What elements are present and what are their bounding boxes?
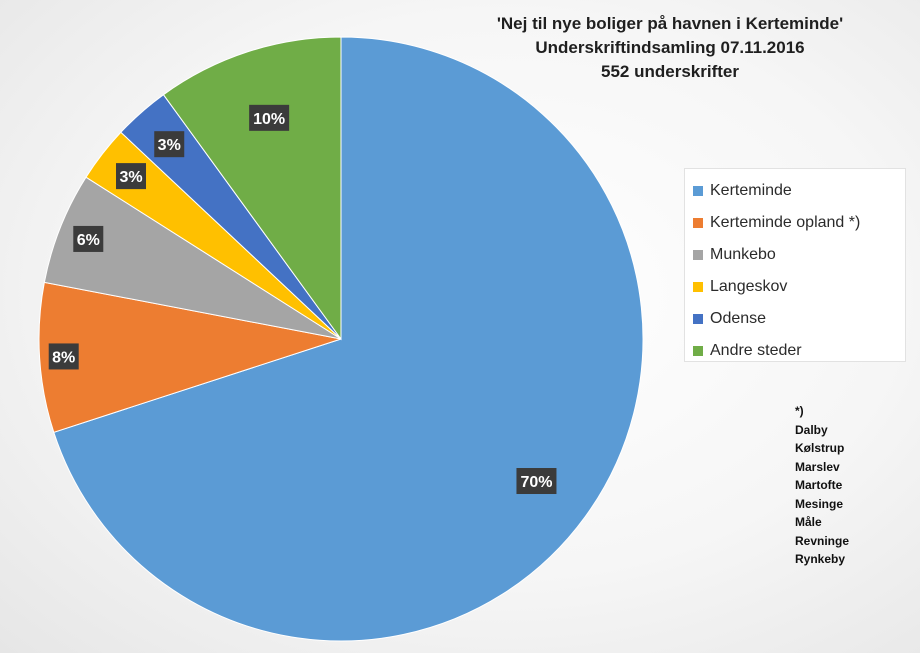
legend-item-odense: Odense [693,303,905,335]
data-label-background [249,104,290,131]
legend-swatch [693,346,703,356]
data-label: 6% [73,225,104,252]
footnote-item: Kølstrup [795,441,845,455]
legend: Kerteminde Kerteminde opland *) Munkebo … [684,168,906,362]
footnote-marker: *) [795,404,804,418]
chart-title-line-3: 552 underskrifter [601,62,739,81]
data-label-text: 10% [253,111,285,128]
data-label-text: 6% [77,232,100,249]
pie-slice-kerteminde-opland [38,281,342,433]
legend-label: Kerteminde [710,182,792,199]
legend-swatch [693,282,703,292]
legend-label: Kerteminde opland *) [710,214,861,231]
footnote-item: Martofte [795,478,843,492]
legend-swatch [693,314,703,324]
data-label: 10% [249,104,290,131]
legend-label: Odense [710,310,767,327]
data-label-background [516,468,557,495]
data-label: 3% [154,131,185,158]
footnote-item: Marslev [795,459,840,474]
legend-label: Andre steder [710,342,802,359]
legend-swatch [693,186,703,196]
data-label: 8% [48,343,79,370]
data-labels: 70% 8% 6% 3% 3% 10% [48,104,557,495]
legend-item-munkebo: Munkebo [693,239,905,271]
footnote-item: Måle [795,515,822,529]
data-label-text: 3% [158,137,181,154]
data-label-background [154,131,185,158]
data-label-text: 3% [119,169,142,186]
data-label: 3% [116,163,147,190]
pie-slice-andre-steder [162,36,342,341]
legend-item-langeskov: Langeskov [693,271,905,303]
legend-swatch [693,250,703,260]
footnote-item: Dalby [795,422,828,437]
chart-title-line-2: Underskriftindsamling 07.11.2016 [535,38,805,57]
pie-slice-kerteminde [53,36,644,642]
footnote-item: Mesinge [795,496,844,511]
data-label-background [116,163,147,190]
data-label-text: 70% [520,474,552,491]
data-label-background [48,343,79,370]
chart-title-line-1: 'Nej til nye boliger på havnen i Kertemi… [496,14,844,33]
chart-title: 'Nej til nye boliger på havnen i Kertemi… [440,12,900,84]
data-label: 70% [516,468,557,495]
legend-item-kerteminde: Kerteminde [693,175,905,207]
footnote-item: Revninge [795,533,850,548]
footnote: *) Dalby Kølstrup Marslev Martofte Mesin… [795,402,910,569]
legend-label: Munkebo [710,246,776,263]
data-label-background [73,225,104,252]
legend-item-andre-steder: Andre steder [693,335,905,367]
footnote-item: Rynkeby [795,552,846,566]
legend-item-kerteminde-opland: Kerteminde opland *) [693,207,905,239]
legend-label: Langeskov [710,278,788,295]
data-label-text: 8% [52,349,75,366]
legend-swatch [693,218,703,228]
